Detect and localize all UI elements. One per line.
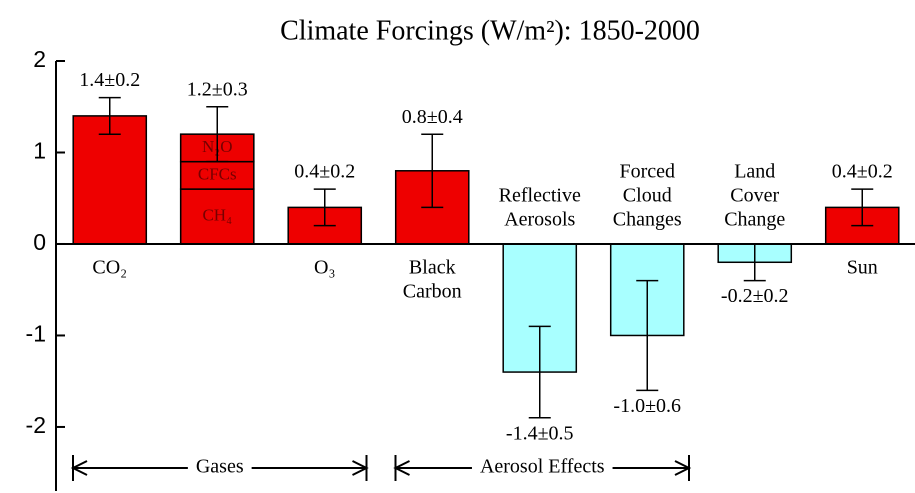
value-label: 0.4±0.2 <box>294 161 355 183</box>
value-label: 1.4±0.2 <box>79 69 140 91</box>
y-tick-label: 2 <box>33 46 46 72</box>
x-tick-label: Change <box>724 209 785 231</box>
value-label: -1.0±0.6 <box>613 395 681 417</box>
x-tick-label: Forced <box>619 161 675 183</box>
y-tick-label: -1 <box>26 321 46 347</box>
y-tick-label: 1 <box>33 138 46 164</box>
x-tick-label: Carbon <box>403 281 462 303</box>
value-label: 0.8±0.4 <box>402 106 463 128</box>
x-tick-label: CO₂ <box>92 257 127 279</box>
chart-title: Climate Forcings (W/m²): 1850-2000 <box>280 15 700 46</box>
y-tick-label: 0 <box>33 229 46 255</box>
x-tick-label: Reflective <box>499 185 581 207</box>
value-label: 0.4±0.2 <box>832 161 893 183</box>
group-label: Aerosol Effects <box>480 456 605 478</box>
x-tick-label: Sun <box>847 257 878 279</box>
x-tick-label: Changes <box>613 209 682 231</box>
x-tick-label: Cloud <box>623 185 672 207</box>
x-tick-label: O₃ <box>314 257 335 279</box>
value-label: -0.2±0.2 <box>721 285 789 307</box>
x-tick-label: Cover <box>730 185 779 207</box>
segment-label: CFCs <box>198 164 237 183</box>
group-label: Gases <box>196 456 244 478</box>
y-tick-label: -2 <box>26 412 46 438</box>
segment-label: CH₄ <box>202 205 232 224</box>
value-label: 1.2±0.3 <box>187 78 248 100</box>
x-tick-label: Land <box>734 161 775 183</box>
bar <box>72 115 148 245</box>
value-label: -1.4±0.5 <box>506 422 574 444</box>
x-tick-label: Aerosols <box>504 209 575 231</box>
x-tick-label: Black <box>409 257 456 279</box>
